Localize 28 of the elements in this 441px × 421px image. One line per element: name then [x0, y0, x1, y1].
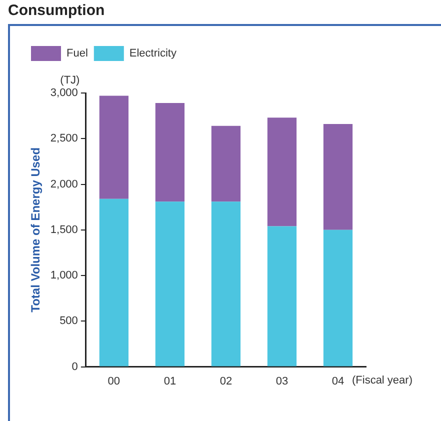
- bar: [211, 126, 241, 202]
- bar: [323, 124, 353, 230]
- y-tick-label: 1,000: [50, 270, 78, 282]
- bar: [211, 202, 241, 366]
- bar: [323, 230, 353, 366]
- bar: [99, 198, 128, 366]
- x-tick-label: 00: [108, 375, 120, 388]
- text: (TJ): [60, 74, 80, 87]
- legend-label: Electricity: [129, 48, 177, 60]
- bar: [155, 202, 185, 366]
- chart-title: Consumption: [8, 2, 105, 19]
- x-tick-label: 03: [276, 375, 288, 388]
- y-tick-label: 2,500: [50, 132, 78, 145]
- x-tick-label: 04: [332, 375, 344, 388]
- bar: [267, 226, 297, 366]
- y-tick-label: 2,000: [50, 178, 78, 190]
- x-tick-label: 02: [220, 375, 232, 388]
- y-tick-label: 1,500: [50, 224, 78, 236]
- y-tick-label: 0: [72, 360, 78, 373]
- x-tick-label: 01: [164, 375, 176, 388]
- legend-label: Fuel: [66, 48, 88, 60]
- bar: [155, 103, 185, 202]
- bar: [267, 118, 297, 226]
- x-axis-title: (Fiscal year): [352, 374, 413, 386]
- y-tick-label: 3,000: [50, 87, 78, 100]
- y-tick-label: 500: [60, 315, 78, 328]
- y-axis-title: Total Volume of Energy Used: [28, 147, 43, 312]
- bar: [99, 96, 128, 199]
